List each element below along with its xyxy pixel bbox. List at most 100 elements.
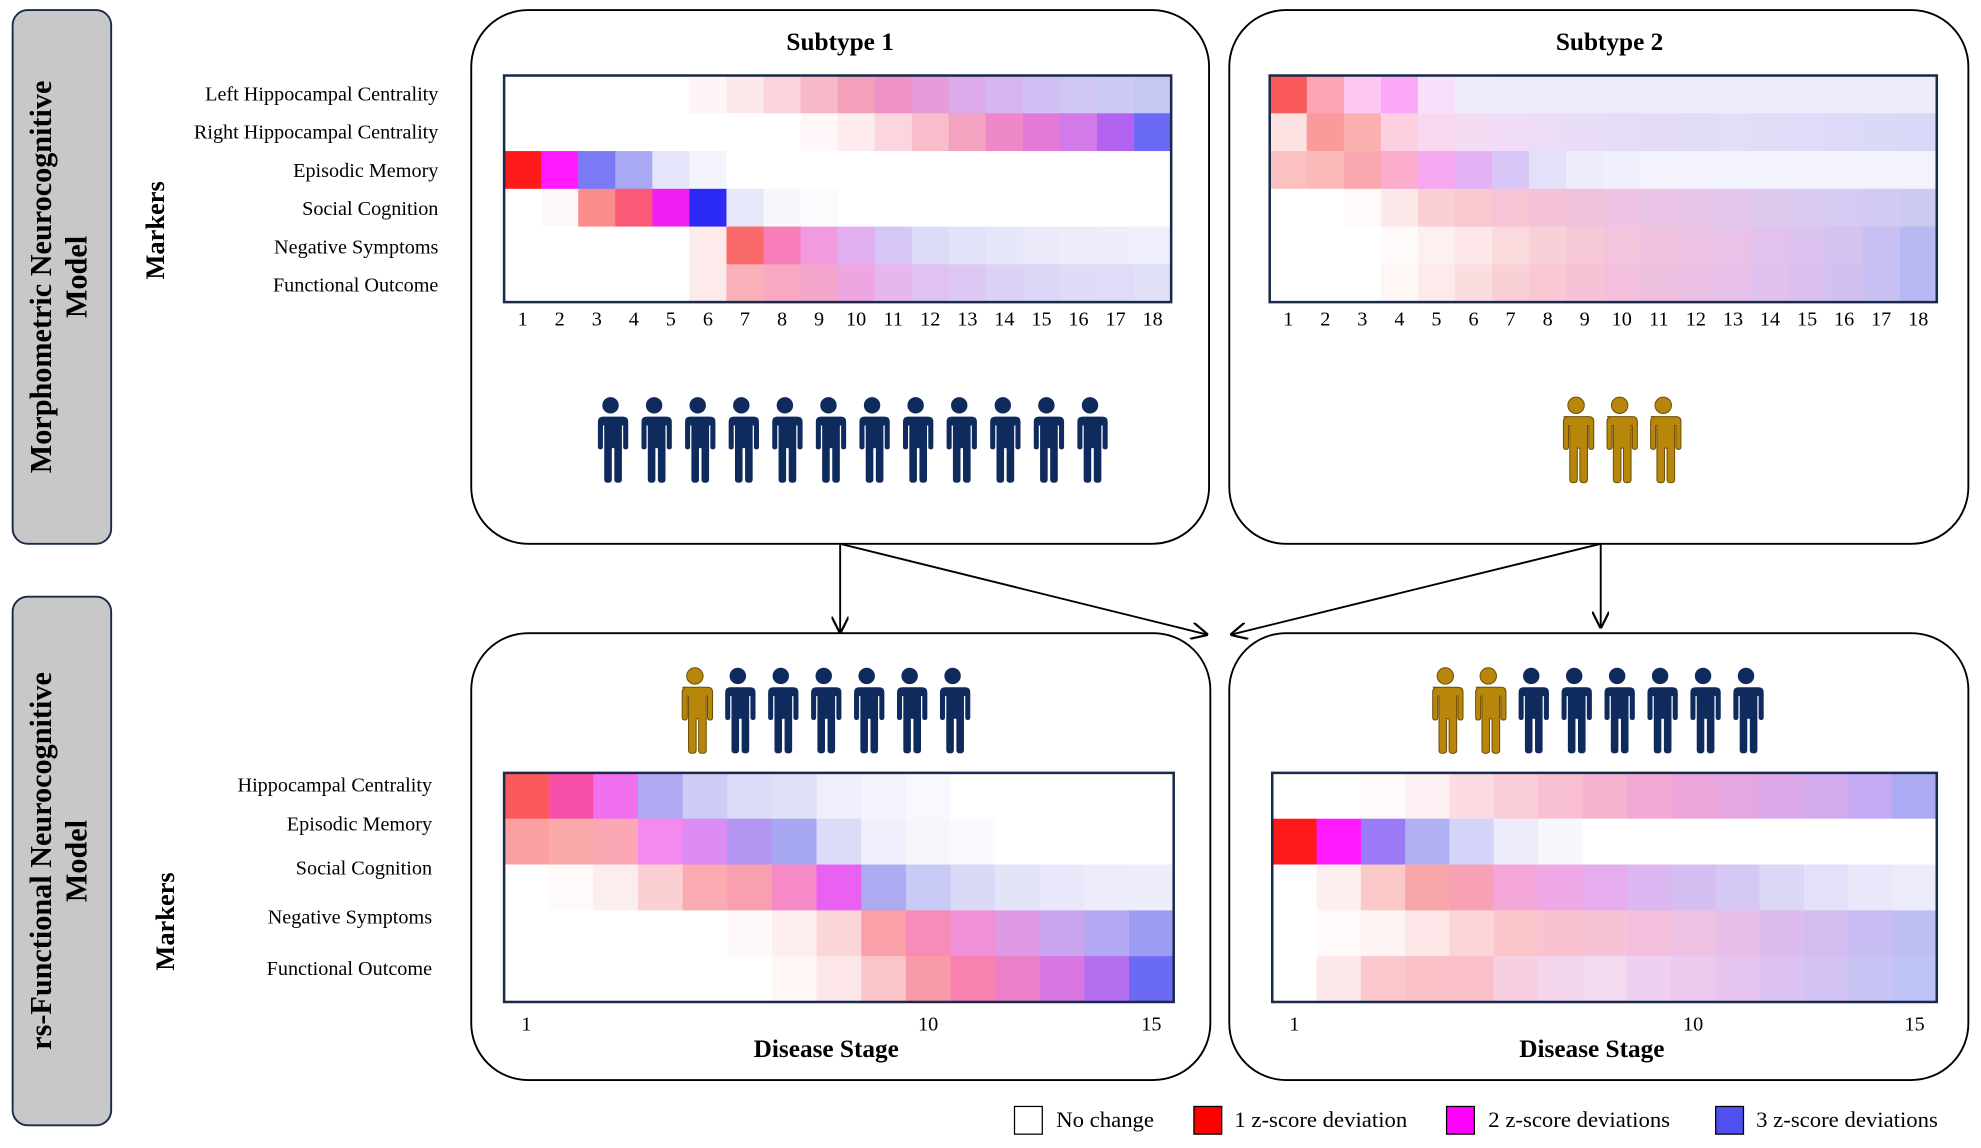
person-icon	[859, 397, 890, 483]
person-head	[858, 667, 875, 685]
heatmap-cell	[1360, 956, 1406, 1003]
person-icon	[990, 397, 1021, 483]
heatmap-cell	[1343, 226, 1382, 265]
person-icon	[946, 397, 977, 483]
person-body	[1518, 687, 1549, 754]
markers-label: Markers	[140, 181, 170, 279]
heatmap-cell	[1059, 75, 1098, 114]
person-head	[1654, 396, 1672, 415]
person-head	[1565, 667, 1583, 685]
heatmap-cell	[1715, 864, 1761, 911]
heatmap-cell	[911, 75, 950, 114]
heatmap-cell	[689, 264, 728, 303]
heatmap-cell	[682, 818, 728, 866]
x-tick-label: 5	[1431, 309, 1441, 331]
heatmap-cell	[1039, 864, 1086, 911]
person-icon	[939, 667, 971, 754]
heatmap-cell	[1269, 113, 1308, 152]
row-label: Episodic Memory	[293, 160, 438, 182]
heatmap-cell	[1084, 772, 1130, 820]
heatmap-cell	[578, 113, 616, 152]
heatmap-cell	[1529, 226, 1567, 265]
person-body	[811, 687, 842, 754]
heatmap-cell	[541, 264, 579, 303]
person-head	[1436, 667, 1455, 685]
heatmap-border	[1270, 771, 1939, 1004]
heatmap-cell	[1316, 772, 1362, 820]
x-tick-label: 8	[777, 309, 787, 331]
heatmap-cell	[1039, 772, 1086, 820]
heatmap-cell	[682, 772, 728, 820]
x-tick-label: 12	[920, 309, 940, 331]
person-icon	[1690, 667, 1721, 754]
heatmap-cell	[1343, 188, 1382, 228]
person-head	[1737, 667, 1755, 685]
heatmap-cell	[1493, 956, 1539, 1003]
heatmap-cell	[948, 113, 987, 152]
person-icon	[815, 397, 847, 483]
heatmap-cell	[1677, 226, 1716, 265]
person-icon	[1561, 667, 1592, 754]
heatmap-cell	[1677, 151, 1716, 190]
person-icon	[1606, 396, 1638, 484]
heatmap-cell	[995, 956, 1041, 1003]
person-icon	[1647, 667, 1678, 754]
heatmap-cell	[1360, 910, 1406, 957]
person-head	[733, 397, 750, 414]
row-label: Left Hippocampal Centrality	[205, 83, 438, 105]
heatmap-border	[1268, 74, 1939, 304]
heatmap-cell	[1603, 75, 1641, 114]
heatmap-cell	[911, 113, 950, 152]
heatmap-cell	[1084, 864, 1130, 911]
heatmap-cell	[615, 151, 653, 190]
legend-label: 3 z-score deviations	[1756, 1107, 1938, 1132]
heatmap-cell	[1538, 956, 1583, 1003]
person-icon	[854, 667, 885, 754]
heatmap-cell	[1417, 113, 1456, 152]
heatmap-cell	[1343, 151, 1382, 190]
person-icon	[728, 397, 759, 483]
person-body	[681, 686, 714, 754]
heatmap-cell	[1626, 864, 1672, 911]
heatmap-cell	[504, 864, 550, 911]
heatmap-cell	[1751, 113, 1790, 152]
heatmap-cell	[874, 113, 913, 152]
heatmap-cell	[874, 75, 913, 114]
heatmap-cell	[1892, 818, 1938, 866]
heatmap-cell	[727, 818, 773, 866]
heatmap-cell	[1306, 75, 1345, 114]
heatmap-cell	[1134, 75, 1172, 114]
person-body	[1650, 416, 1682, 484]
person-head	[602, 397, 619, 414]
heatmap-cell	[1582, 910, 1628, 957]
person-head	[901, 667, 918, 685]
heatmap-cell	[1134, 188, 1172, 228]
heatmap-cell	[652, 75, 691, 114]
heatmap-cell	[593, 910, 639, 957]
heatmap-cell	[1825, 226, 1864, 265]
heatmap-cell	[1059, 113, 1098, 152]
heatmap-cell	[1640, 113, 1678, 152]
heatmap-cell	[548, 910, 595, 957]
heatmap-cell	[1803, 956, 1849, 1003]
heatmap-cell	[1492, 75, 1530, 114]
row-label: Hippocampal Centrality	[237, 774, 432, 796]
heatmap-cell	[1715, 772, 1761, 820]
heatmap-cell	[1715, 910, 1761, 957]
heatmap-cell	[1449, 910, 1495, 957]
heatmap-cell	[911, 151, 950, 190]
heatmap-cell	[985, 226, 1024, 265]
heatmap-cell	[1405, 818, 1451, 866]
heatmap-cell	[1306, 188, 1345, 228]
person-head	[1651, 667, 1669, 685]
person-body	[1432, 686, 1464, 754]
person-body	[728, 416, 759, 483]
heatmap-cell	[726, 226, 765, 265]
heatmap-cell	[1603, 113, 1641, 152]
heatmap-cell	[682, 956, 728, 1003]
heatmap-border	[502, 74, 1173, 304]
heatmap-cell	[593, 772, 639, 820]
heatmap-cell	[1566, 75, 1604, 114]
